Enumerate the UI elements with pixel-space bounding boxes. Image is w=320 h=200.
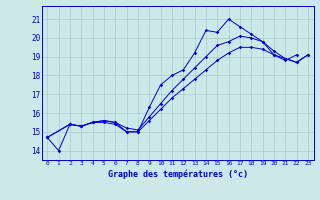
X-axis label: Graphe des températures (°c): Graphe des températures (°c)	[108, 169, 248, 179]
